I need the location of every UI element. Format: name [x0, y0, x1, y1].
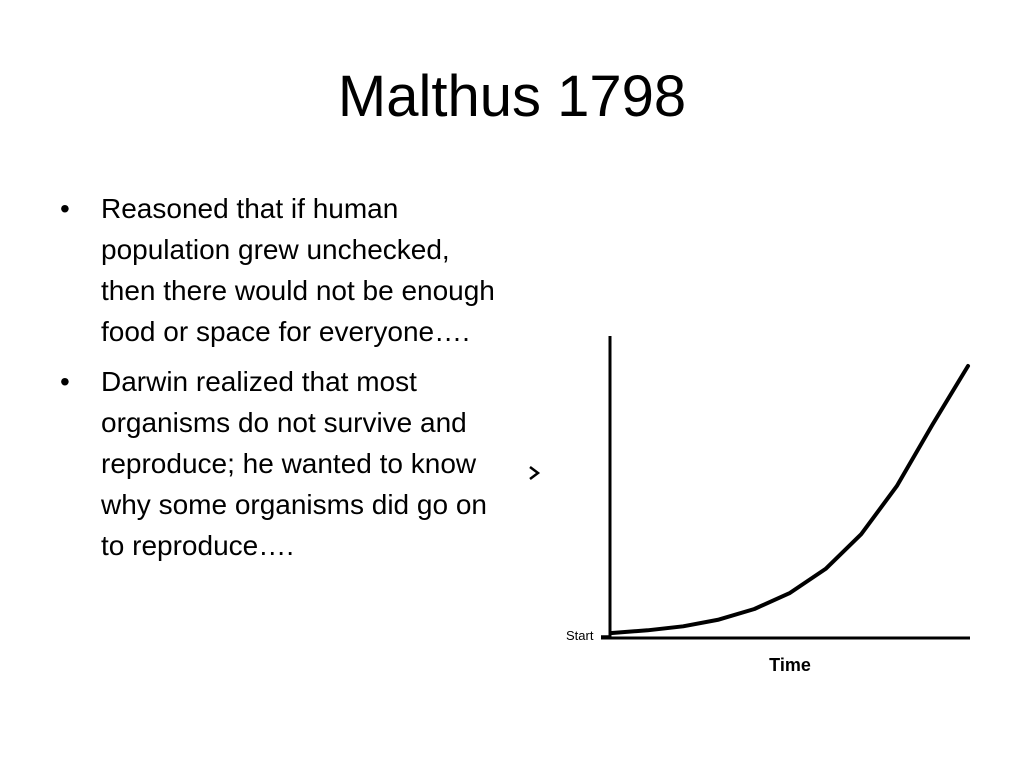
- x-start-label: Start: [566, 628, 594, 643]
- bullet-list: • Reasoned that if human population grew…: [60, 188, 510, 575]
- bullet-item: • Darwin realized that most organisms do…: [60, 361, 510, 566]
- y-axis-tick-mark: [529, 466, 541, 480]
- bullet-item: • Reasoned that if human population grew…: [60, 188, 510, 352]
- slide-title: Malthus 1798: [337, 64, 687, 129]
- bullet-marker: •: [60, 193, 70, 224]
- bullet-text: Darwin realized that most organisms do n…: [101, 366, 487, 561]
- x-axis-label: Time: [769, 655, 811, 675]
- growth-curve-line: [610, 364, 970, 635]
- bullet-marker: •: [60, 366, 70, 397]
- population-growth-chart: Start Time: [529, 336, 970, 675]
- bullet-text: Reasoned that if human population grew u…: [101, 193, 495, 347]
